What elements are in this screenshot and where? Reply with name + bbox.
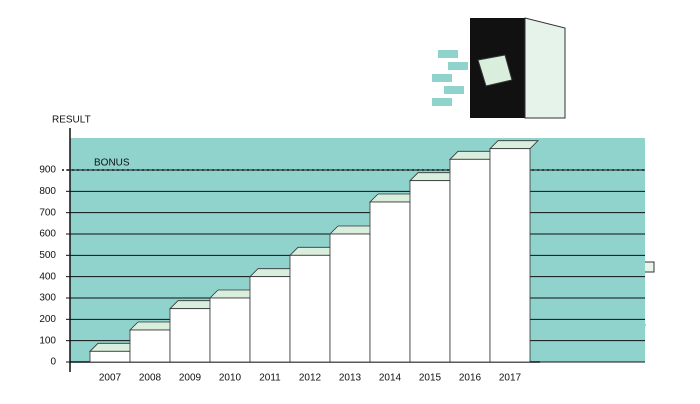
x-tick-label: 2013 — [339, 373, 362, 384]
y-tick-label: 700 — [39, 207, 56, 218]
door-illustration — [432, 17, 566, 119]
x-tick-label: 2015 — [419, 373, 442, 384]
door — [524, 17, 566, 119]
bar — [369, 201, 411, 363]
bar — [209, 297, 251, 363]
x-tick-label: 2016 — [459, 373, 482, 384]
bar — [449, 158, 491, 363]
x-tick-label: 2014 — [379, 373, 402, 384]
y-tick-label: 200 — [39, 314, 56, 325]
x-tick-label: 2017 — [499, 373, 522, 384]
bar — [169, 308, 211, 363]
x-tick-label: 2008 — [139, 373, 162, 384]
bar — [489, 148, 531, 363]
x-tick-label: 2010 — [219, 373, 242, 384]
bricks — [432, 50, 468, 106]
x-tick-label: 2009 — [179, 373, 202, 384]
y-tick-label: 0 — [50, 357, 56, 368]
bar — [89, 350, 131, 363]
bar — [129, 329, 171, 363]
bar — [329, 233, 371, 363]
y-tick-label: 900 — [39, 165, 56, 176]
y-tick-label: 400 — [39, 271, 56, 282]
bar — [409, 180, 451, 363]
bonus-label: BONUS — [94, 158, 130, 169]
x-tick-label: 2011 — [259, 373, 281, 384]
bar — [289, 254, 331, 363]
bucket — [477, 54, 513, 87]
y-tick-label: 800 — [39, 186, 56, 197]
x-tick-label: 2007 — [99, 373, 122, 384]
y-tick-label: 500 — [39, 250, 56, 261]
y-axis-label: RESULT — [52, 115, 91, 126]
step-top — [489, 140, 539, 150]
y-tick-label: 600 — [39, 229, 56, 240]
x-tick-label: 2012 — [299, 373, 322, 384]
y-tick-label: 100 — [39, 335, 56, 346]
bar — [249, 276, 291, 363]
y-tick-label: 300 — [39, 293, 56, 304]
